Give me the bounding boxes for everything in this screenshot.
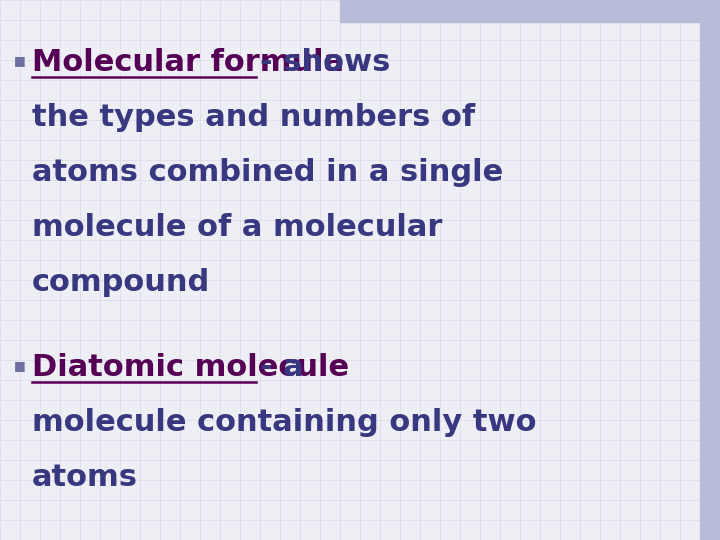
Bar [700, 0, 720, 540]
Text: molecule of a molecular: molecule of a molecular [32, 213, 442, 242]
Text: molecule containing only two: molecule containing only two [32, 408, 536, 437]
Text: - a: - a [261, 353, 304, 382]
Text: Molecular formula: Molecular formula [32, 48, 344, 77]
Text: Diatomic molecule: Diatomic molecule [32, 353, 349, 382]
Bar [340, 0, 700, 22]
Text: - shows: - shows [261, 48, 391, 77]
Text: atoms: atoms [32, 463, 138, 492]
Text: ■: ■ [14, 54, 26, 67]
Text: atoms combined in a single: atoms combined in a single [32, 158, 503, 187]
Text: the types and numbers of: the types and numbers of [32, 103, 475, 132]
Text: ■: ■ [14, 359, 26, 372]
Text: compound: compound [32, 268, 210, 297]
